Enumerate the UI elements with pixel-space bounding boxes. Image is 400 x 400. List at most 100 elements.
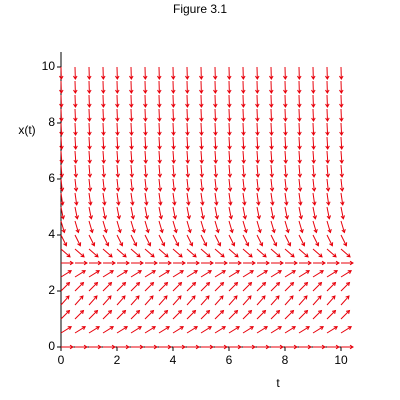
arrow [130,281,141,292]
arrow [129,164,135,178]
arrow [256,192,261,206]
arrow [242,234,250,247]
arrow [299,260,312,266]
x-tick-label: 10 [334,353,348,367]
arrow [200,309,211,320]
arrow [101,66,106,80]
arrow [116,326,129,334]
arrow [256,248,267,258]
arrow [283,178,289,192]
arrow [144,326,157,334]
arrow [185,122,190,136]
arrow [311,136,316,150]
arrow [283,136,288,150]
arrow [115,178,121,192]
arrow [312,281,323,292]
arrow [326,295,336,306]
arrow [269,150,274,164]
arrow [116,270,129,278]
arrow [60,220,66,234]
arrow [87,150,92,164]
arrow [199,80,204,94]
arrow [60,192,65,206]
arrow [227,66,232,80]
y-tick-label: 10 [42,59,56,73]
arrow [269,136,274,150]
arrow [297,178,303,192]
arrow [311,94,316,108]
arrow [255,122,260,136]
arrow [199,122,204,136]
arrow [129,108,134,122]
arrow [87,178,93,192]
arrow [102,309,113,320]
arrow [199,178,205,192]
arrow [312,206,318,220]
arrow [283,66,288,80]
arrow [340,192,345,206]
arrow [269,122,274,136]
arrow [116,206,122,220]
arrow [270,309,281,320]
arrow [256,281,267,292]
arrow [340,234,348,247]
arrow [327,260,340,266]
arrow [186,281,197,292]
arrow [339,136,344,150]
arrow [145,260,158,266]
arrow [101,178,107,192]
arrow [242,206,248,220]
arrow [144,295,154,306]
arrow [74,248,85,258]
arrow [327,344,340,350]
arrow [270,192,275,206]
arrow [199,136,204,150]
arrow [172,326,185,334]
arrow [242,281,253,292]
arrow [228,234,236,247]
y-axis-label: x(t) [18,123,35,137]
arrow [101,150,106,164]
arrow [270,281,281,292]
arrow [88,192,93,206]
arrow [227,178,233,192]
arrow [199,164,205,178]
arrow [242,220,248,234]
arrow [186,192,191,206]
arrow [284,192,289,206]
arrow [60,281,71,292]
arrow [297,122,302,136]
arrow [101,136,106,150]
arrow [242,326,255,334]
arrow [88,295,98,306]
arrow [325,178,331,192]
arrow [185,150,190,164]
arrow [298,234,306,247]
arrow [186,326,199,334]
arrow [102,281,113,292]
arrow [172,220,178,234]
arrow [145,344,158,350]
arrow [158,234,166,247]
arrow [172,295,182,306]
arrow [200,270,213,278]
arrow [158,295,168,306]
arrow [256,309,267,320]
arrow [130,220,136,234]
arrow [200,295,210,306]
arrow [59,108,64,122]
arrow [341,260,354,266]
arrow [130,270,143,278]
x-tick-label: 0 [58,353,65,367]
arrow [255,66,260,80]
arrow [159,260,172,266]
arrow [241,150,246,164]
arrow [339,150,344,164]
arrow [214,234,222,247]
arrow [215,344,228,350]
arrow [340,270,353,278]
arrow [256,206,262,220]
arrow [88,270,101,278]
